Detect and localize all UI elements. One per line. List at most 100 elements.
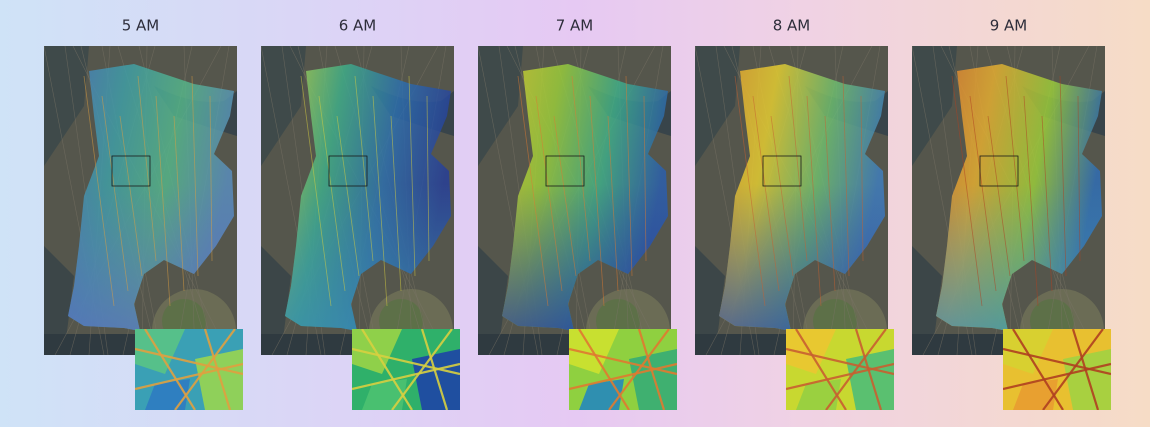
inset-road: [361, 329, 413, 410]
heat-road: [336, 115, 360, 277]
heat-road: [119, 115, 143, 277]
heat-road: [987, 115, 1011, 277]
inset-road: [1042, 329, 1104, 410]
water: [695, 246, 725, 355]
inset-body: [1003, 329, 1111, 410]
inset-patch: [1063, 349, 1111, 410]
map: [695, 46, 888, 355]
heat-road: [824, 115, 836, 292]
focus-box: [762, 155, 802, 187]
inset-road: [1012, 329, 1064, 410]
heat-road: [372, 95, 388, 307]
heat-road: [173, 115, 185, 292]
inset-road: [854, 329, 883, 410]
inset-body: [786, 329, 894, 410]
heat-road: [625, 75, 633, 277]
heat-road: [1077, 95, 1081, 262]
heat-road: [209, 95, 213, 262]
map: [261, 46, 454, 355]
heat-road: [752, 95, 780, 292]
heat-road: [426, 95, 430, 262]
inset-patch: [796, 379, 841, 410]
inset-patch: [1013, 379, 1058, 410]
heat-overlay-bottom: [719, 64, 885, 331]
water: [261, 246, 291, 355]
inset-road: [174, 329, 236, 410]
inset-patch: [145, 379, 190, 410]
inset-road: [391, 329, 453, 410]
heat-overlay-bottom: [285, 64, 451, 331]
water: [912, 246, 942, 355]
heat-road: [806, 95, 822, 307]
inset-road: [578, 329, 630, 410]
inset: [135, 329, 243, 410]
inset-road: [135, 362, 243, 391]
heat-overlay-bottom: [936, 64, 1102, 331]
heat-road: [734, 75, 766, 307]
inset-patch: [195, 349, 243, 410]
heat-road: [607, 115, 619, 292]
heat-road: [354, 75, 374, 262]
inset-patch: [846, 349, 894, 410]
heat-road: [191, 75, 199, 277]
map: [44, 46, 237, 355]
map-panel: [912, 46, 1111, 410]
inset-body: [135, 329, 243, 410]
heat-road: [1005, 75, 1025, 262]
heat-road: [1059, 75, 1067, 277]
inset-road: [569, 362, 677, 391]
panel-title: 7 AM: [556, 17, 594, 35]
inset-road: [203, 329, 232, 410]
heat-road: [842, 75, 850, 277]
focus-box: [111, 155, 151, 187]
water: [478, 246, 508, 355]
heat-road: [1041, 115, 1053, 292]
heat-road: [1023, 95, 1039, 307]
inset-road: [786, 362, 894, 391]
inset-patch: [412, 349, 460, 410]
inset-road: [144, 329, 196, 410]
inset-road: [1003, 347, 1111, 376]
water: [695, 46, 740, 166]
heat-road: [788, 75, 808, 262]
inset-road: [637, 329, 666, 410]
inset-body: [352, 329, 460, 410]
heat-road: [408, 75, 416, 277]
inset: [352, 329, 460, 410]
inset-road: [569, 347, 677, 376]
inset-road: [786, 347, 894, 376]
heat-road: [101, 95, 129, 292]
inset-body: [569, 329, 677, 410]
water: [44, 246, 74, 355]
heat-road: [318, 95, 346, 292]
inset: [569, 329, 677, 410]
heat-road: [155, 95, 171, 307]
map: [912, 46, 1105, 355]
inset-patch: [362, 379, 407, 410]
inset-road: [1003, 362, 1111, 391]
panel-title: 6 AM: [339, 17, 377, 35]
heat-road: [390, 115, 402, 292]
heat-road: [643, 95, 647, 262]
panel-title: 9 AM: [990, 17, 1028, 35]
water: [912, 46, 957, 166]
heat-road: [951, 75, 983, 307]
water: [478, 46, 523, 166]
heat-road: [553, 115, 577, 277]
map-panel: [478, 46, 677, 410]
heat-road: [535, 95, 563, 292]
water: [44, 46, 89, 166]
heat-road: [300, 75, 332, 307]
map-panel: [695, 46, 894, 410]
inset-road: [1071, 329, 1100, 410]
panel-title: 5 AM: [122, 17, 160, 35]
inset: [1003, 329, 1111, 410]
inset-road: [135, 347, 243, 376]
inset-road: [352, 347, 460, 376]
focus-box: [328, 155, 368, 187]
heat-overlay-bottom: [68, 64, 234, 331]
heat-road: [517, 75, 549, 307]
panel-title: 8 AM: [773, 17, 811, 35]
